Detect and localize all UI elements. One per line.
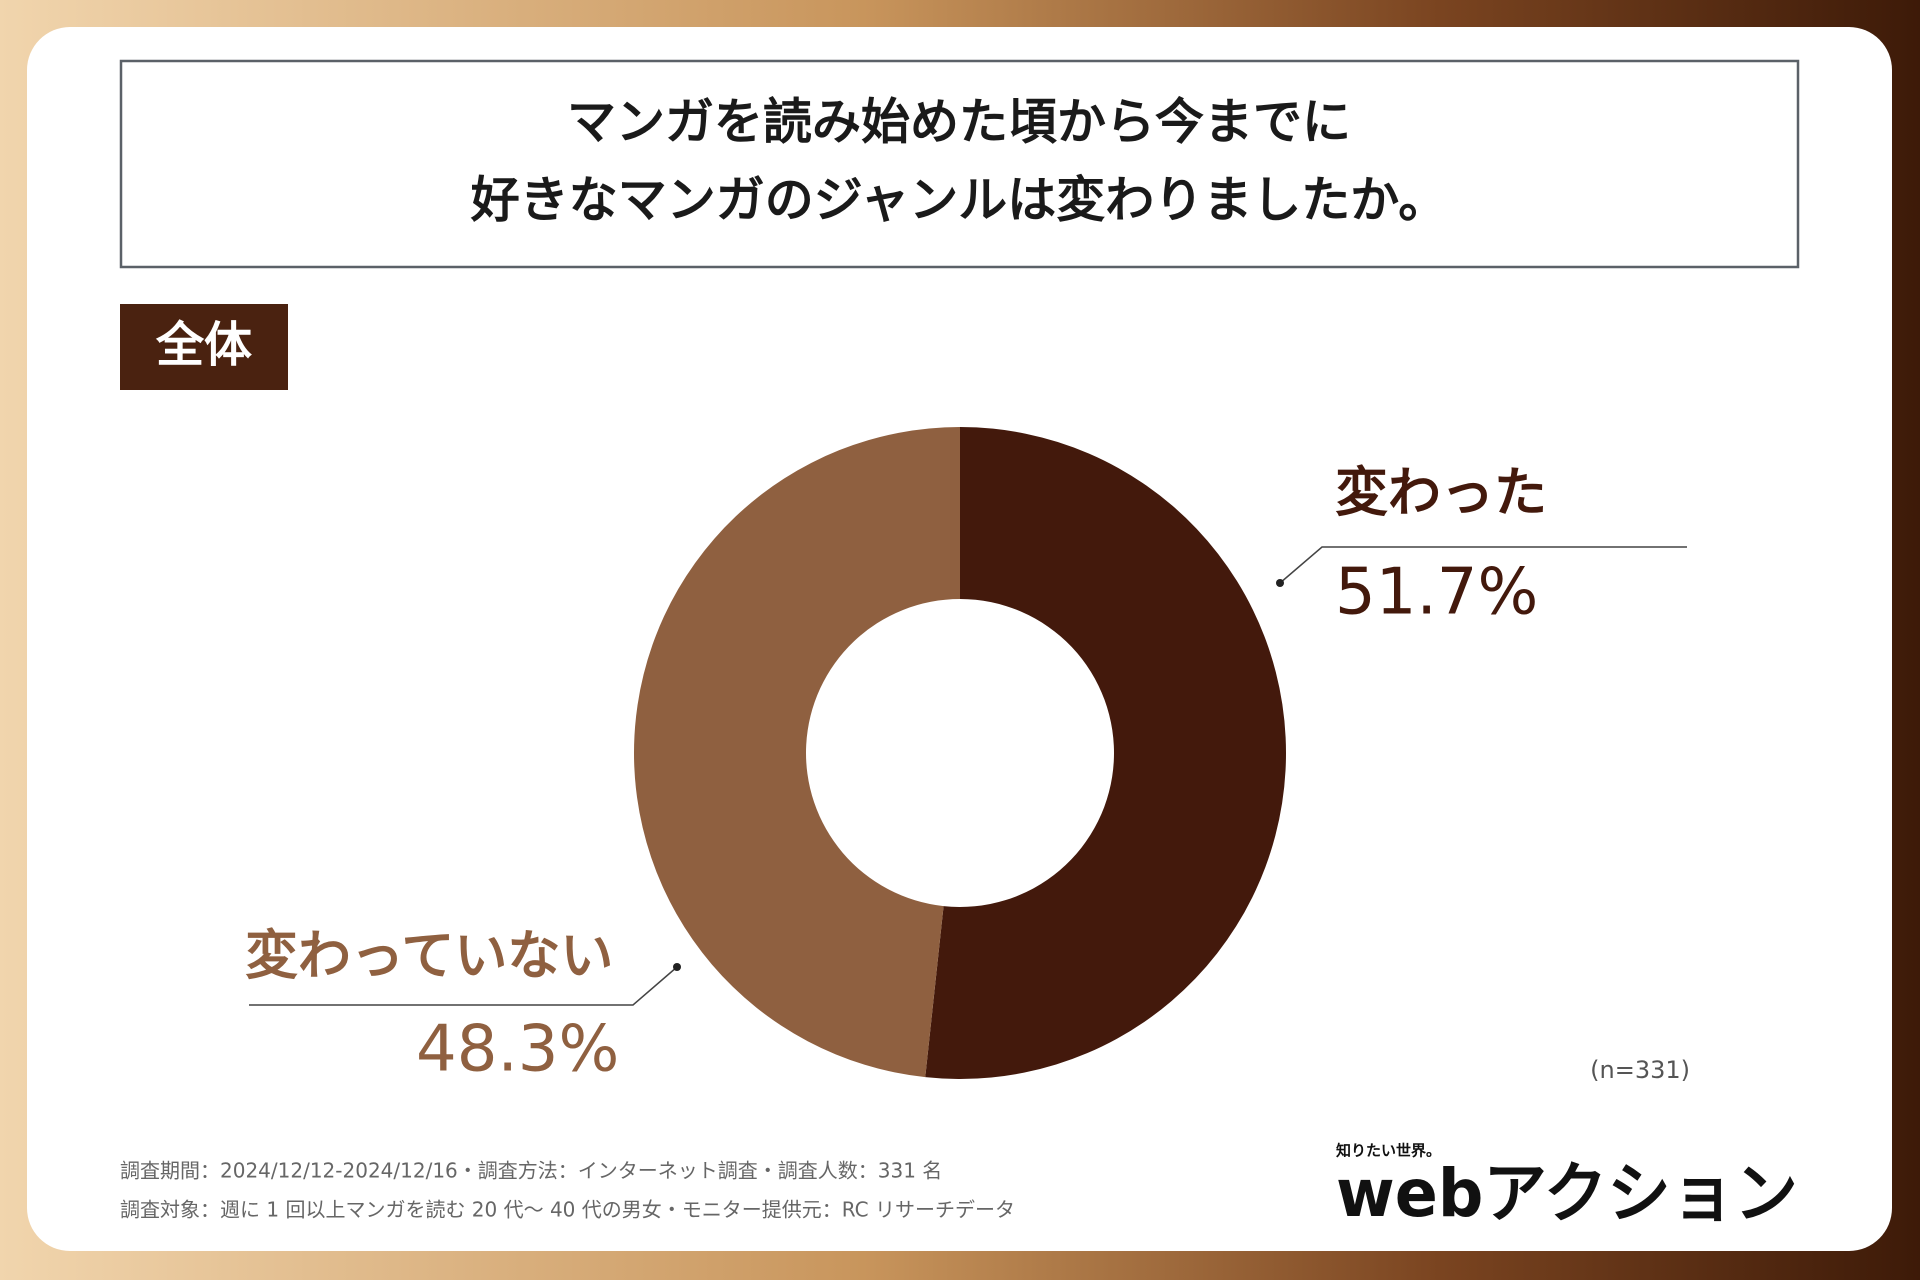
category-label: 変わっていない — [245, 926, 613, 987]
footnote: 調査期間：2024/12/12-2024/12/16・調査方法：インターネット調… — [120, 1159, 942, 1183]
logo: webアクション — [1336, 1155, 1798, 1232]
chart-title: マンガを読み始めた頃から今までに — [567, 94, 1351, 151]
leader-line — [1279, 546, 1687, 584]
leader-dot — [1276, 579, 1284, 587]
donut-slice — [925, 427, 1286, 1079]
footnote: 調査対象：週に 1 回以上マンガを読む 20 代～ 40 代の男女・モニター提供… — [120, 1198, 1015, 1222]
subtitle-box — [120, 304, 288, 390]
sample-note: (n=331) — [1590, 1056, 1690, 1084]
value-label: 51.7% — [1335, 556, 1538, 630]
leader-dot — [673, 963, 681, 971]
chart-title: 好きなマンガのジャンルは変わりましたか。 — [470, 172, 1448, 229]
donut-slice — [633, 427, 960, 1078]
subtitle: 全体 — [155, 317, 252, 373]
leader-line — [249, 966, 678, 1006]
logo-tagline: 知りたい世界。 — [1336, 1142, 1441, 1160]
card — [27, 27, 1892, 1251]
category-label: 変わった — [1335, 463, 1547, 524]
value-label: 48.3% — [416, 1013, 619, 1087]
title-box — [119, 59, 1800, 269]
